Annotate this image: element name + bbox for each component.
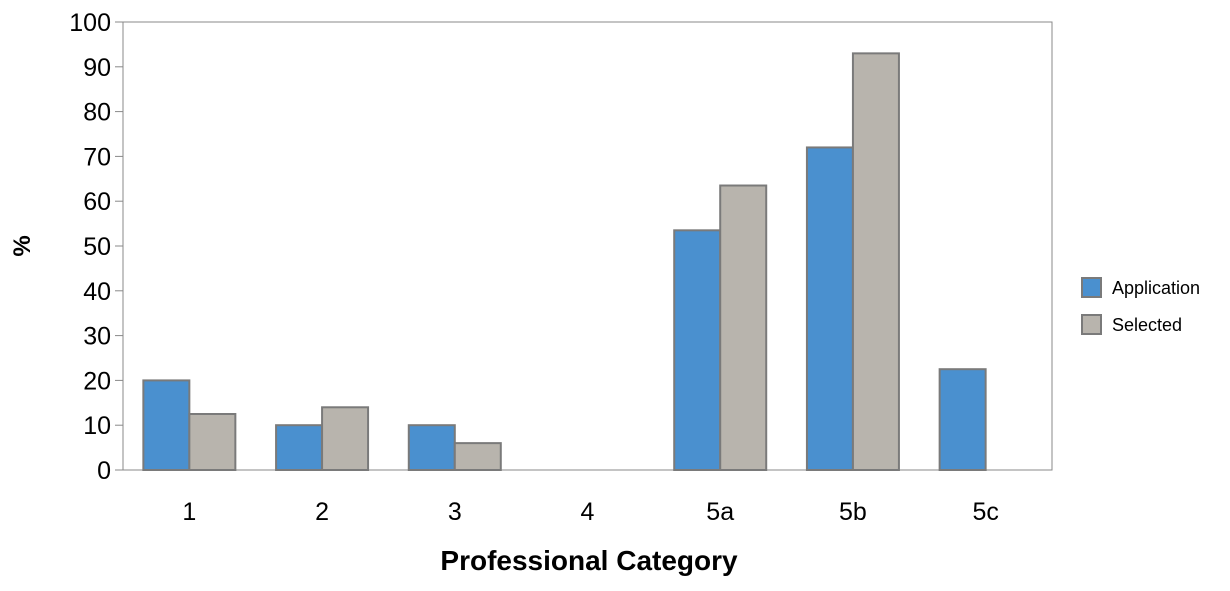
bar-selected-3: [453, 442, 502, 471]
legend-swatch-selected: [1081, 314, 1102, 335]
x-axis: 1 2 3 4 5a 5b 5c: [182, 498, 998, 526]
legend-swatch-application: [1081, 277, 1102, 298]
bar-selected-2: [321, 406, 370, 471]
legend-label-selected: Selected: [1112, 315, 1182, 335]
bar-application-1: [142, 379, 191, 471]
legend-label-application: Application: [1112, 278, 1200, 298]
bar-selected-5a: [719, 184, 768, 472]
x-tick-label: 4: [581, 498, 595, 526]
bar-application-5b: [805, 146, 854, 471]
x-tick-label: 5b: [839, 498, 867, 526]
x-tick-label: 1: [182, 498, 196, 526]
plot-border: [122, 21, 1053, 471]
y-tick-label: 80: [83, 99, 111, 127]
x-tick-label: 5a: [706, 498, 734, 526]
x-tick-label: 5c: [972, 498, 998, 526]
y-tick-label: 20: [83, 367, 111, 395]
plot-area: [122, 21, 1053, 471]
y-tick-label: 30: [83, 323, 111, 351]
bar-application-3: [407, 424, 456, 472]
bar-application-5c: [938, 368, 987, 472]
y-tick-label: 0: [97, 457, 111, 485]
bar-application-5a: [673, 229, 722, 471]
x-tick-label: 3: [448, 498, 462, 526]
bar-selected-5b: [851, 52, 900, 472]
y-tick-label: 90: [83, 54, 111, 82]
bar-selected-1: [188, 413, 237, 471]
y-tick-label: 50: [83, 233, 111, 261]
x-axis-label: Professional Category: [440, 545, 738, 576]
x-tick-label: 2: [315, 498, 329, 526]
y-axis-label: %: [9, 235, 36, 256]
bar-application-2: [275, 424, 324, 472]
y-tick-label: 70: [83, 143, 111, 171]
y-axis: 0 10 20 30 40 50 60 70 80 90 100: [69, 9, 123, 485]
y-tick-label: 60: [83, 188, 111, 216]
y-tick-label: 10: [83, 412, 111, 440]
legend: Application Selected: [1081, 277, 1200, 335]
y-tick-label: 100: [69, 9, 111, 37]
bars: [142, 52, 987, 472]
y-tick-label: 40: [83, 278, 111, 306]
